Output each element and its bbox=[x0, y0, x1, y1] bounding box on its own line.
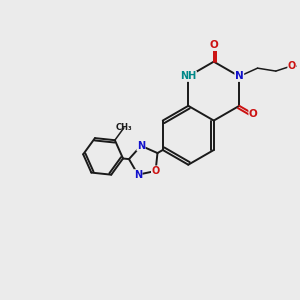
Text: O: O bbox=[288, 61, 296, 71]
Text: N: N bbox=[235, 71, 244, 81]
Text: O: O bbox=[152, 166, 160, 176]
Text: O: O bbox=[249, 109, 258, 119]
Text: O: O bbox=[209, 40, 218, 50]
Text: N: N bbox=[137, 141, 145, 151]
Text: NH: NH bbox=[180, 71, 196, 81]
Text: CH₃: CH₃ bbox=[116, 123, 132, 132]
Text: N: N bbox=[134, 170, 142, 180]
